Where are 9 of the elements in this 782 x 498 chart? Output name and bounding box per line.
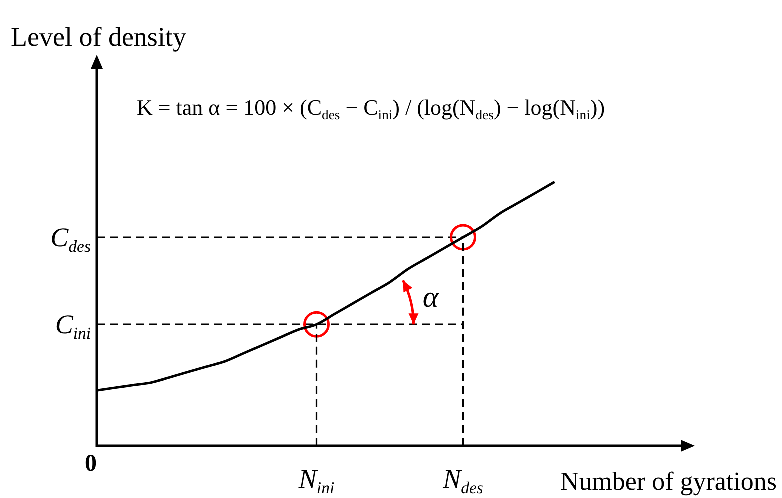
ref-line-label: C$_{ini}$ — [55, 309, 91, 342]
text: K = tan α = 100 × (C$_{des}$ − C$_{ini}$) / (log(N$_{des}$) − log(N$_{ini}$)) — [137, 95, 606, 122]
x-tick-label: N$_{des}$ — [443, 464, 484, 498]
annotation: α — [422, 281, 439, 314]
x-axis-title: Number of gyrations — [560, 467, 777, 496]
ref-line-label: C$_{des}$ — [50, 222, 91, 256]
y-axis-title: Level of density — [11, 22, 186, 52]
x-tick-label: 0 — [85, 451, 97, 477]
x-tick-label: N$_{ini}$ — [298, 464, 335, 498]
